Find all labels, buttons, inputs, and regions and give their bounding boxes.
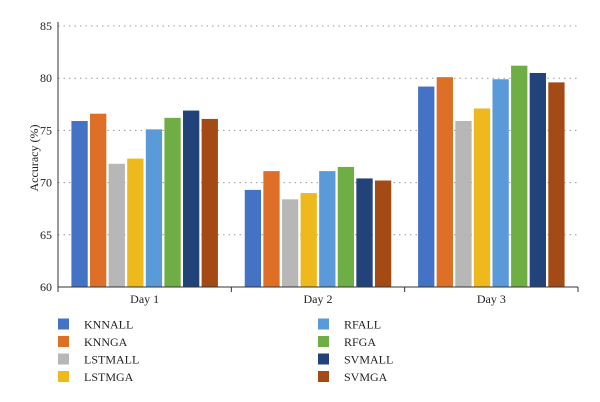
- bar-svmga-day-3: [548, 82, 565, 287]
- legend-label-rfga: RFGA: [344, 335, 376, 349]
- grid: [58, 25, 578, 236]
- bar-svmga-day-1: [201, 118, 218, 287]
- y-tick-label: 85: [40, 19, 52, 33]
- legend-label-svmall: SVMALL: [344, 353, 393, 367]
- legend-label-lstmga: LSTMGA: [84, 370, 134, 384]
- legend-label-rfall: RFALL: [344, 318, 381, 332]
- legend-swatch-lstmall: [58, 353, 69, 365]
- y-tick-label: 60: [40, 280, 52, 294]
- bar-rfall-day-3: [492, 79, 509, 287]
- y-tick-label: 65: [40, 228, 52, 242]
- legend-label-knnall: KNNALL: [84, 318, 133, 332]
- y-tick-label: 75: [40, 123, 52, 137]
- bar-knnga-day-2: [263, 171, 280, 287]
- legend-swatch-lstmga: [58, 371, 69, 382]
- axes: 60 65 70 75 80 85 Day 1 Day 2 Day 3: [40, 19, 579, 306]
- legend-swatch-knnga: [58, 336, 69, 347]
- x-tick-label: Day 3: [477, 292, 506, 306]
- y-axis-title: Accuracy (%): [27, 125, 41, 192]
- bar-rfga-day-1: [164, 117, 181, 287]
- bar-lstmga-day-3: [473, 108, 491, 287]
- bar-knnall-day-1: [71, 121, 88, 287]
- bar-knnall-day-3: [418, 86, 435, 287]
- bar-rfga-day-2: [337, 166, 355, 287]
- x-tick-label: Day 2: [304, 292, 333, 306]
- bar-rfall-day-1: [145, 129, 163, 287]
- legend-swatch-rfga: [318, 336, 329, 347]
- bar-svmga-day-2: [374, 180, 392, 287]
- bar-svmall-day-1: [183, 110, 200, 288]
- legend-swatch-rfall: [318, 318, 329, 330]
- bar-lstmall-day-2: [281, 199, 299, 287]
- bar-rfall-day-2: [319, 171, 336, 287]
- bar-lstmga-day-2: [300, 193, 317, 287]
- legend-label-lstmall: LSTMALL: [84, 353, 139, 367]
- bar-rfga-day-3: [511, 65, 528, 287]
- bar-svmall-day-3: [529, 72, 546, 287]
- y-tick-label: 80: [40, 71, 52, 85]
- y-tick-label: 70: [40, 176, 52, 190]
- legend: KNNALL KNNGA LSTMALL LSTMGA RFALL RFGA SVMALL S…: [58, 318, 393, 384]
- bar-knnall-day-2: [244, 189, 262, 287]
- bar-lstmall-day-1: [108, 163, 125, 287]
- bar-lstmga-day-1: [127, 158, 144, 287]
- legend-swatch-svmga: [318, 371, 329, 382]
- bar-lstmall-day-3: [455, 121, 472, 287]
- x-tick-label: Day 1: [130, 292, 159, 306]
- legend-swatch-svmall: [318, 353, 329, 365]
- bar-knnga-day-1: [90, 113, 107, 287]
- bar-knnga-day-3: [436, 77, 453, 287]
- legend-label-svmga: SVMGA: [344, 370, 388, 384]
- bars: [71, 65, 565, 288]
- legend-label-knnga: KNNGA: [84, 335, 128, 349]
- legend-swatch-knnall: [58, 318, 69, 330]
- bar-svmall-day-2: [356, 178, 373, 287]
